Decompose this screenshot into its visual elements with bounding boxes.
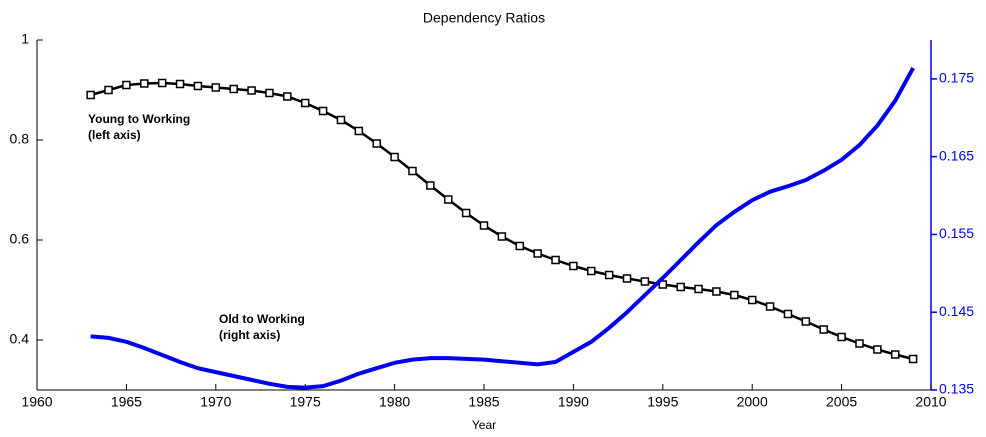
data-point xyxy=(712,287,721,296)
x-tick-label: 1980 xyxy=(379,394,410,410)
y-tick-label: 0.4 xyxy=(10,331,30,347)
chart-title: Dependency Ratios xyxy=(423,10,545,26)
data-point xyxy=(694,284,703,294)
data-point xyxy=(443,195,453,204)
data-point xyxy=(193,81,203,91)
y2-tick-label: 0.165 xyxy=(939,147,974,163)
x-tick-label: 1970 xyxy=(200,394,231,410)
data-point xyxy=(372,139,381,148)
series-line xyxy=(90,67,915,390)
data-point xyxy=(819,325,828,334)
y2-tick-label: 0.145 xyxy=(939,303,974,319)
x-tick-label: 2005 xyxy=(826,394,857,410)
data-point xyxy=(658,280,668,289)
data-point xyxy=(122,80,131,90)
y2-tick-label: 0.175 xyxy=(939,70,974,86)
data-point xyxy=(765,302,775,311)
x-tick-label: 2000 xyxy=(737,394,768,410)
data-point xyxy=(336,115,346,125)
data-point xyxy=(426,181,435,190)
data-point xyxy=(104,85,113,95)
data-point xyxy=(890,350,900,359)
data-point xyxy=(855,339,864,348)
data-point xyxy=(300,98,310,108)
data-point xyxy=(515,241,525,251)
data-point xyxy=(175,79,185,89)
x-tick-label: 1995 xyxy=(647,394,678,410)
data-point xyxy=(801,317,811,326)
data-point xyxy=(86,90,95,100)
data-point xyxy=(730,290,739,300)
annotation: Young to Working xyxy=(88,112,190,126)
data-point xyxy=(140,79,149,88)
x-axis-label: Year xyxy=(472,418,496,432)
data-point xyxy=(479,221,489,230)
annotation: (left axis) xyxy=(88,128,141,142)
data-point xyxy=(390,152,399,162)
annotation: (right axis) xyxy=(219,328,280,342)
y-tick-label: 0.6 xyxy=(10,231,30,247)
data-point xyxy=(408,166,417,176)
data-point xyxy=(622,274,632,283)
y-tick-label: 0.8 xyxy=(10,131,30,147)
data-point xyxy=(908,354,918,364)
y2-tick-label: 0.155 xyxy=(939,225,974,241)
data-point xyxy=(783,309,793,319)
y2-tick-label: 0.135 xyxy=(939,381,974,397)
data-point xyxy=(497,232,507,241)
x-tick-label: 2010 xyxy=(915,394,946,410)
data-point xyxy=(265,88,274,98)
data-point xyxy=(229,84,238,94)
data-point xyxy=(533,249,542,258)
x-tick-label: 1975 xyxy=(290,394,321,410)
y-tick-label: 1 xyxy=(21,31,29,47)
data-point xyxy=(247,86,256,95)
data-point xyxy=(837,332,846,342)
data-point xyxy=(283,92,292,101)
data-point xyxy=(211,83,221,92)
data-point xyxy=(640,277,650,286)
x-tick-label: 1960 xyxy=(21,394,52,410)
data-point xyxy=(354,126,364,136)
x-tick-label: 1965 xyxy=(111,394,142,410)
x-tick-label: 1990 xyxy=(558,394,589,410)
x-tick-label: 1985 xyxy=(468,394,499,410)
data-point xyxy=(604,270,614,280)
data-point xyxy=(676,282,685,292)
data-point xyxy=(747,295,757,305)
data-point xyxy=(587,266,596,276)
data-point xyxy=(569,261,578,271)
data-point xyxy=(551,255,560,265)
data-point xyxy=(873,345,882,354)
data-point xyxy=(157,78,167,88)
data-point xyxy=(318,106,328,116)
data-point xyxy=(461,208,471,218)
annotation: Old to Working xyxy=(219,312,305,326)
